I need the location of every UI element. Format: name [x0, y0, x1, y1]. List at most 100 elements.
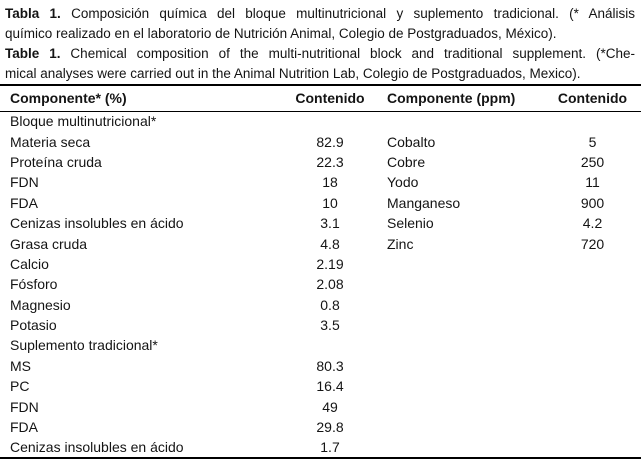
- mineral-value: [544, 376, 641, 396]
- mineral-value: [544, 295, 641, 315]
- component-name: Bloque multinutricional*: [10, 113, 157, 130]
- component-name: Materia seca: [10, 133, 91, 150]
- component-value: 10: [322, 194, 338, 211]
- component-value: 3.1: [320, 215, 340, 232]
- component-value: 49: [322, 398, 338, 415]
- caption-english: Table 1. Chemical composition of the mul…: [5, 44, 635, 84]
- component-name: FDN: [10, 174, 39, 191]
- mineral-name: [372, 376, 544, 396]
- component-value: 3.5: [320, 317, 340, 334]
- table-row: PC 16.4: [0, 376, 641, 396]
- header-component-ppm: Componente (ppm): [372, 85, 544, 112]
- caption-english-line1: Table 1. Chemical composition of the mul…: [5, 44, 635, 64]
- table-row: Fósforo 2.08: [0, 274, 641, 294]
- table-row: Cenizas insolubles en ácido 3.1 Selenio …: [0, 213, 641, 233]
- component-value: 4.8: [320, 235, 340, 252]
- component-name: Magnesio: [10, 296, 71, 313]
- table-row: FDA 29.8: [0, 417, 641, 437]
- table-row: FDN 18 Yodo 11: [0, 172, 641, 192]
- mineral-value: [544, 254, 641, 274]
- table-row: Cenizas insolubles en ácido 1.7: [0, 437, 641, 457]
- mineral-value: 4.2: [582, 215, 603, 232]
- caption-spanish-label: Tabla 1.: [5, 6, 61, 21]
- table-caption: Tabla 1. Composición química del bloque …: [0, 0, 641, 84]
- table-row: Suplemento tradicional*: [0, 335, 641, 355]
- mineral-value: [544, 111, 641, 131]
- table-row: FDA 10 Manganeso 900: [0, 193, 641, 213]
- component-value: 0.8: [320, 296, 340, 313]
- mineral-value: [544, 396, 641, 416]
- component-value: 80.3: [316, 357, 344, 374]
- header-content-ppm: Contenido: [544, 85, 641, 112]
- caption-english-text1: Chemical composition of the multi-nutrit…: [60, 46, 636, 61]
- mineral-value: 250: [580, 153, 605, 170]
- component-name: MS: [10, 357, 31, 374]
- table-row: Proteína cruda 22.3 Cobre 250: [0, 152, 641, 172]
- header-component-pct: Componente* (%): [0, 85, 288, 112]
- component-name: Grasa cruda: [10, 235, 88, 252]
- mineral-name: Cobalto: [387, 133, 436, 150]
- caption-english-line2: mical analyses were carried out in the A…: [5, 66, 581, 81]
- mineral-value: [544, 437, 641, 457]
- mineral-name: [372, 274, 544, 294]
- mineral-name: Manganeso: [387, 194, 461, 211]
- composition-table: Componente* (%) Contenido Componente (pp…: [0, 84, 641, 459]
- mineral-name: [372, 396, 544, 416]
- table-header: Componente* (%) Contenido Componente (pp…: [0, 85, 641, 112]
- header-content-pct: Contenido: [288, 85, 372, 112]
- mineral-name: [372, 335, 544, 355]
- component-name: FDA: [10, 194, 38, 211]
- mineral-name: [372, 111, 544, 131]
- mineral-value: [544, 315, 641, 335]
- component-name: Cenizas insolubles en ácido: [10, 438, 184, 455]
- component-value: [288, 111, 372, 131]
- caption-spanish-line1: Tabla 1. Composición química del bloque …: [5, 4, 635, 24]
- table-row: Materia seca 82.9 Cobalto 5: [0, 131, 641, 151]
- component-name: Cenizas insolubles en ácido: [10, 215, 184, 232]
- mineral-name: Zinc: [387, 235, 414, 252]
- table-row: MS 80.3: [0, 356, 641, 376]
- component-name: FDN: [10, 398, 39, 415]
- component-value: 1.7: [320, 438, 340, 455]
- mineral-name: [372, 315, 544, 335]
- mineral-name: Cobre: [387, 153, 426, 170]
- mineral-name: [372, 356, 544, 376]
- component-value: [288, 335, 372, 355]
- component-name: Potasio: [10, 317, 57, 334]
- component-value: 2.19: [316, 255, 344, 272]
- component-name: Suplemento tradicional*: [10, 337, 158, 354]
- mineral-value: [544, 356, 641, 376]
- component-name: FDA: [10, 419, 38, 436]
- table-row: FDN 49: [0, 396, 641, 416]
- mineral-value: 720: [580, 235, 605, 252]
- mineral-name: [372, 254, 544, 274]
- component-name: PC: [10, 378, 30, 395]
- component-value: 82.9: [316, 133, 344, 150]
- mineral-value: [544, 417, 641, 437]
- mineral-name: [372, 437, 544, 457]
- component-value: 16.4: [316, 378, 344, 395]
- component-name: Calcio: [10, 255, 49, 272]
- caption-spanish-line2: químico realizado en el laboratorio de N…: [5, 26, 557, 41]
- table-row: Calcio 2.19: [0, 254, 641, 274]
- table-row: Magnesio 0.8: [0, 295, 641, 315]
- caption-spanish-text1: Composición química del bloque multinutr…: [60, 6, 635, 21]
- caption-spanish: Tabla 1. Composición química del bloque …: [5, 4, 635, 44]
- mineral-value: 900: [580, 194, 605, 211]
- table-row: Bloque multinutricional*: [0, 111, 641, 131]
- mineral-value: 5: [588, 133, 597, 150]
- table-row: Potasio 3.5: [0, 315, 641, 335]
- mineral-name: [372, 295, 544, 315]
- component-value: 18: [322, 174, 338, 191]
- component-value: 22.3: [316, 153, 344, 170]
- header-row: Componente* (%) Contenido Componente (pp…: [0, 85, 641, 112]
- component-value: 29.8: [316, 419, 344, 436]
- component-value: 2.08: [316, 276, 344, 293]
- mineral-name: [372, 417, 544, 437]
- mineral-value: [544, 335, 641, 355]
- mineral-value: [544, 274, 641, 294]
- mineral-name: Selenio: [387, 215, 434, 232]
- caption-english-label: Table 1.: [5, 46, 61, 61]
- table-row: Grasa cruda 4.8 Zinc 720: [0, 233, 641, 253]
- mineral-name: Yodo: [387, 174, 419, 191]
